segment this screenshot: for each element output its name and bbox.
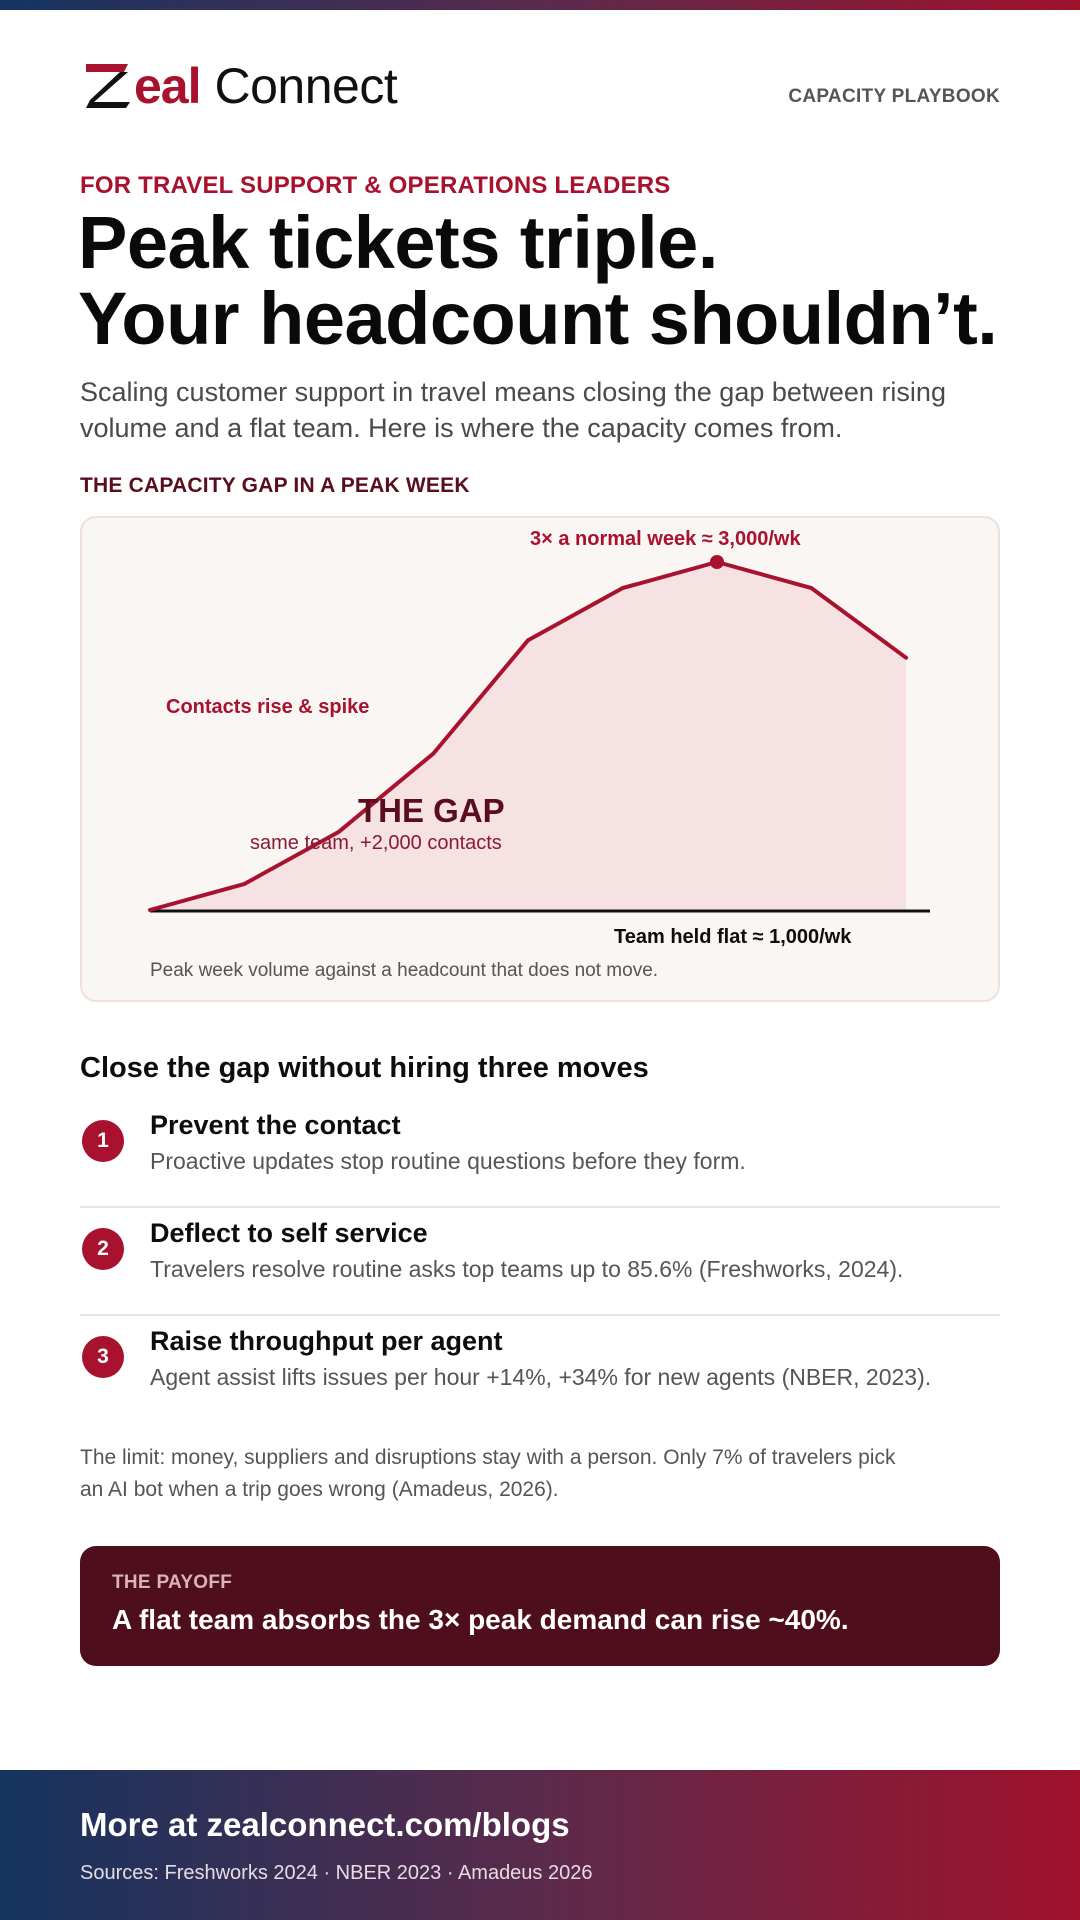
flat-team-annotation: Team held flat ≈ 1,000/wk xyxy=(614,926,852,948)
chart-svg xyxy=(148,555,930,913)
capacity-gap-chart: 3× a normal week ≈ 3,000/wk Contacts ris… xyxy=(80,516,1000,1002)
logo-word-text: Connect xyxy=(214,58,398,114)
page-title: Peak tickets triple. Your headcount shou… xyxy=(78,205,1038,357)
logo-accent-text: eal xyxy=(134,58,202,114)
zeal-connect-logo[interactable]: eal Connect xyxy=(84,58,398,114)
move-item: 1 Prevent the contact Proactive updates … xyxy=(80,1100,1000,1208)
gap-area xyxy=(150,562,906,910)
step-number-badge: 3 xyxy=(82,1336,124,1378)
move-item: 3 Raise throughput per agent Agent assis… xyxy=(80,1316,1000,1424)
headline-line-1: Peak tickets triple. xyxy=(78,201,718,284)
top-gradient-bar xyxy=(0,0,1080,10)
limit-note: The limit: money, suppliers and disrupti… xyxy=(80,1446,896,1501)
chart-caption: Peak week volume against a headcount tha… xyxy=(150,960,659,981)
rise-annotation: Contacts rise & spike xyxy=(166,696,370,718)
step-number-badge: 1 xyxy=(82,1120,124,1162)
move-description: Travelers resolve routine asks top teams… xyxy=(150,1256,904,1282)
payoff-card: THE PAYOFF A flat team absorbs the 3× pe… xyxy=(80,1546,1000,1666)
move-title: Deflect to self service xyxy=(150,1218,428,1248)
logo-z-mark-icon xyxy=(84,62,132,110)
payoff-text: A flat team absorbs the 3× peak demand c… xyxy=(112,1604,849,1635)
header-tag: CAPACITY PLAYBOOK xyxy=(788,86,1000,107)
move-title: Prevent the contact xyxy=(150,1110,401,1140)
contacts-line xyxy=(148,560,908,912)
moves-title: Close the gap without hiring three moves xyxy=(80,1052,649,1084)
payoff-label: THE PAYOFF xyxy=(112,1572,233,1593)
eyebrow: FOR TRAVEL SUPPORT & OPERATIONS LEADERS xyxy=(80,172,671,199)
peak-point xyxy=(710,555,724,569)
footer-blog-link[interactable]: More at zealconnect.com/blogs xyxy=(80,1806,570,1843)
moves-list: 1 Prevent the contact Proactive updates … xyxy=(80,1100,1000,1424)
step-number-badge: 2 xyxy=(82,1228,124,1270)
chart-section-label: THE CAPACITY GAP IN A PEAK WEEK xyxy=(80,474,470,497)
move-description: Proactive updates stop routine questions… xyxy=(150,1148,746,1174)
intro-paragraph: Scaling customer support in travel means… xyxy=(80,377,946,443)
footer: More at zealconnect.com/blogs Sources: F… xyxy=(0,1770,1080,1920)
move-description: Agent assist lifts issues per hour +14%,… xyxy=(150,1364,932,1390)
footer-sources: Sources: Freshworks 2024 · NBER 2023 · A… xyxy=(80,1862,593,1884)
headline-line-2: Your headcount shouldn’t. xyxy=(78,277,998,360)
gap-subtitle: same team, +2,000 contacts xyxy=(250,832,502,854)
move-title: Raise throughput per agent xyxy=(150,1326,503,1356)
move-item: 2 Deflect to self service Travelers reso… xyxy=(80,1208,1000,1316)
gap-title: THE GAP xyxy=(358,792,505,829)
peak-annotation: 3× a normal week ≈ 3,000/wk xyxy=(530,528,801,550)
